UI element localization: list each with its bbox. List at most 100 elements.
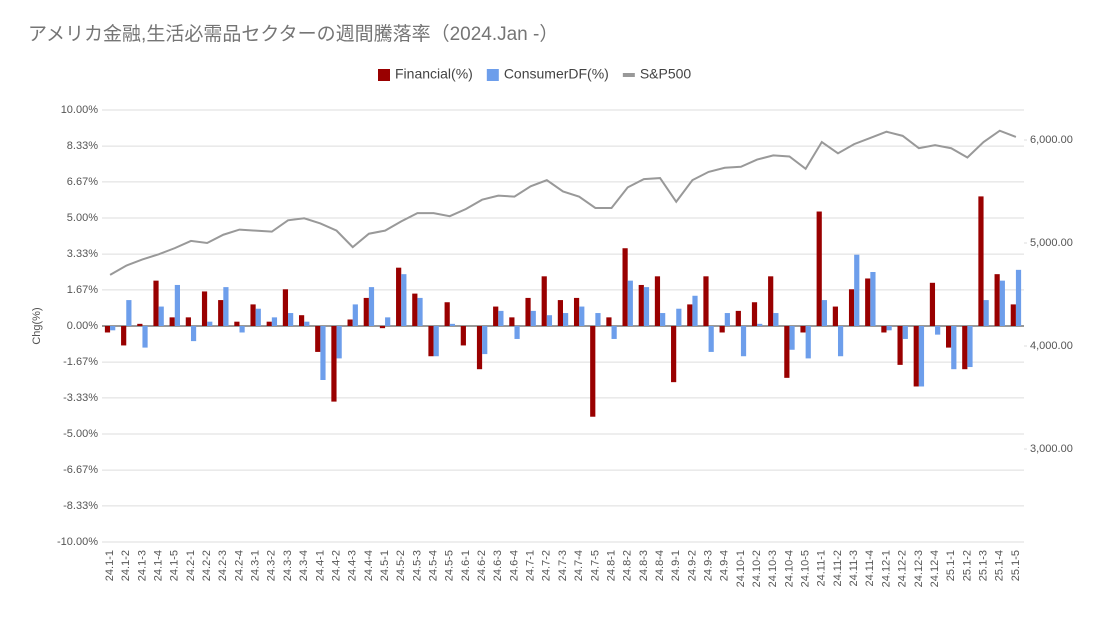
- bar: [207, 321, 213, 326]
- legend-swatch: [378, 69, 390, 81]
- bar: [482, 326, 488, 355]
- bar: [509, 317, 515, 326]
- x-tick-label: 24.10-4: [783, 550, 795, 587]
- x-tick-label: 24.12-1: [880, 550, 892, 587]
- x-tick-label: 24.7-2: [541, 550, 553, 581]
- bar: [703, 276, 709, 326]
- x-tick-label: 24.9-4: [719, 550, 731, 581]
- bar: [142, 326, 148, 348]
- bar: [541, 276, 547, 326]
- bar: [768, 276, 774, 326]
- bar: [967, 326, 973, 368]
- x-tick-label: 24.3-1: [250, 550, 262, 581]
- y-tick-label: -3.33%: [63, 392, 98, 404]
- x-tick-label: 24.5-3: [411, 550, 423, 581]
- x-tick-label: 24.10-1: [735, 550, 747, 587]
- legend-label: Financial(%): [395, 66, 473, 82]
- bar: [368, 287, 375, 326]
- x-tick-label: 24.11-3: [848, 550, 860, 587]
- x-tick-label: 24.12-4: [929, 550, 941, 587]
- bar: [821, 300, 828, 326]
- bar: [530, 310, 536, 326]
- bar: [396, 267, 402, 326]
- bar: [385, 317, 391, 326]
- bar: [352, 304, 358, 326]
- legend-label: ConsumerDF(%): [504, 66, 609, 82]
- bar: [740, 326, 747, 357]
- bar: [638, 284, 644, 326]
- x-tick-label: 24.8-1: [605, 550, 617, 581]
- bar: [401, 274, 407, 326]
- bar: [735, 310, 741, 326]
- bar: [185, 317, 191, 326]
- bar: [514, 326, 520, 339]
- bar: [676, 308, 682, 326]
- x-tick-label: 24.2-1: [185, 550, 197, 581]
- x-tick-label: 24.5-2: [395, 550, 407, 581]
- x-tick-label: 24.8-2: [622, 550, 634, 581]
- bar: [848, 289, 855, 326]
- bar: [918, 326, 925, 387]
- bar: [266, 321, 272, 326]
- bar: [590, 326, 596, 417]
- bar: [379, 326, 386, 329]
- bar: [137, 323, 143, 326]
- bar: [622, 248, 628, 326]
- bar: [336, 326, 342, 359]
- bar: [190, 326, 197, 342]
- bar: [110, 326, 116, 331]
- x-tick-label: 24.12-2: [897, 550, 909, 587]
- bar: [800, 326, 806, 333]
- y-tick-label: -8.33%: [63, 500, 98, 512]
- bar: [671, 326, 677, 383]
- bar: [805, 326, 811, 359]
- bar: [218, 300, 224, 326]
- bar: [315, 326, 321, 352]
- bar: [493, 306, 499, 326]
- bar: [546, 315, 553, 326]
- y-tick-label: -6.67%: [63, 464, 98, 476]
- bar: [121, 326, 127, 346]
- bar: [126, 300, 132, 326]
- bar: [239, 326, 245, 333]
- bar: [854, 254, 860, 326]
- bar: [886, 326, 892, 331]
- x-tick-label: 24.3-3: [282, 550, 294, 581]
- x-tick-label: 24.1-4: [153, 550, 165, 581]
- bar: [363, 297, 369, 326]
- bar: [347, 319, 353, 326]
- bar: [595, 313, 601, 326]
- bar: [412, 293, 418, 326]
- x-tick-label: 24.1-5: [169, 550, 181, 581]
- bar: [994, 274, 1000, 326]
- bar: [692, 295, 698, 326]
- bar: [417, 297, 423, 326]
- y2-tick-label: 5,000.00: [1030, 237, 1073, 249]
- x-tick-label: 24.4-1: [314, 550, 326, 581]
- x-tick-label: 24.11-1: [816, 550, 828, 587]
- bar: [627, 280, 633, 326]
- x-tick-label: 24.10-5: [800, 550, 812, 587]
- bar: [174, 284, 180, 326]
- y2-tick-label: 4,000.00: [1030, 340, 1073, 352]
- bar: [897, 326, 903, 365]
- bar: [449, 323, 455, 326]
- bar: [719, 326, 725, 333]
- x-tick-label: 24.9-3: [702, 550, 714, 581]
- bar: [444, 302, 450, 326]
- bar: [902, 326, 908, 339]
- x-tick-label: 24.5-5: [444, 550, 456, 581]
- bar: [223, 287, 229, 326]
- x-tick-label: 24.8-3: [638, 550, 650, 581]
- bar: [929, 282, 936, 326]
- bar: [250, 304, 256, 326]
- bar: [288, 313, 294, 326]
- y-tick-label: -1.67%: [63, 356, 98, 368]
- bar: [757, 323, 763, 326]
- x-tick-label: 25.1-5: [1010, 550, 1022, 581]
- y-tick-label: -10.00%: [57, 536, 98, 548]
- x-tick-label: 24.2-3: [217, 550, 229, 581]
- bar: [606, 317, 612, 326]
- bar: [913, 326, 919, 387]
